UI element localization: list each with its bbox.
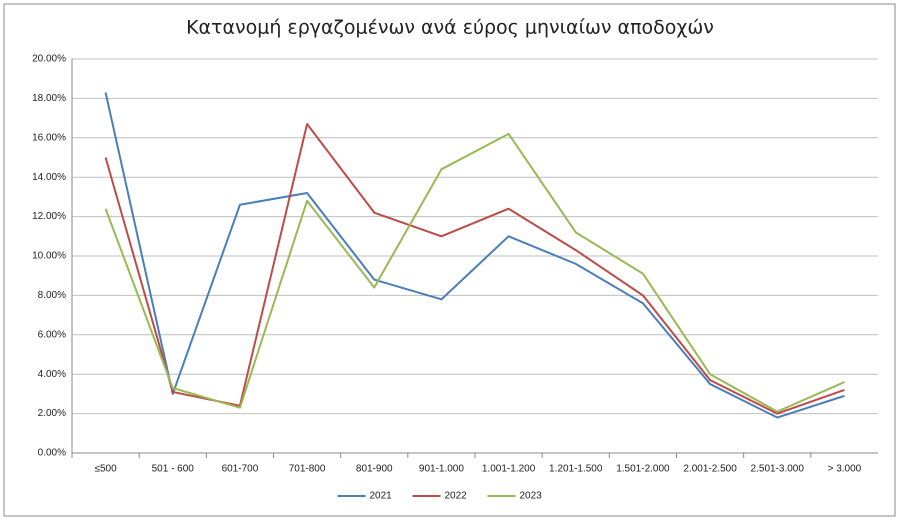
chart-border: [3, 3, 896, 517]
y-tick-label: 2.00%: [38, 408, 66, 419]
legend-label: 2022: [445, 491, 468, 502]
x-tick-label: 601-700: [222, 464, 259, 475]
y-tick-label: 6.00%: [38, 329, 66, 340]
x-tick-label: 501 - 600: [152, 464, 195, 475]
y-tick-label: 14.00%: [32, 172, 66, 183]
series-line: [104, 132, 845, 413]
x-tick-label: 1.501-2.000: [616, 464, 670, 475]
x-tick-label: > 3.000: [828, 464, 862, 475]
y-tick-label: 10.00%: [32, 251, 66, 262]
x-tick-label: 2.501-3.000: [751, 464, 805, 475]
y-tick-label: 18.00%: [32, 93, 66, 104]
x-tick-label: ≤500: [94, 464, 117, 475]
x-tick-label: 1.001-1.200: [482, 464, 536, 475]
y-tick-label: 8.00%: [38, 290, 66, 301]
y-tick-label: 4.00%: [38, 369, 66, 380]
y-tick-label: 20.00%: [32, 54, 66, 65]
x-tick-label: 901-1.000: [419, 464, 464, 475]
legend-label: 2021: [370, 491, 393, 502]
x-tick-label: 1.201-1.500: [549, 464, 603, 475]
legend-label: 2023: [520, 491, 543, 502]
series-line: [104, 92, 845, 419]
x-tick-label: 2.001-2.500: [683, 464, 737, 475]
x-tick-label: 701-800: [289, 464, 326, 475]
x-tick-label: 801-900: [356, 464, 393, 475]
y-tick-label: 16.00%: [32, 132, 66, 143]
y-tick-label: 0.00%: [38, 448, 66, 459]
y-tick-label: 12.00%: [32, 211, 66, 222]
chart-title: Κατανομή εργαζομένων ανά εύρος μηνιαίων …: [186, 17, 714, 39]
